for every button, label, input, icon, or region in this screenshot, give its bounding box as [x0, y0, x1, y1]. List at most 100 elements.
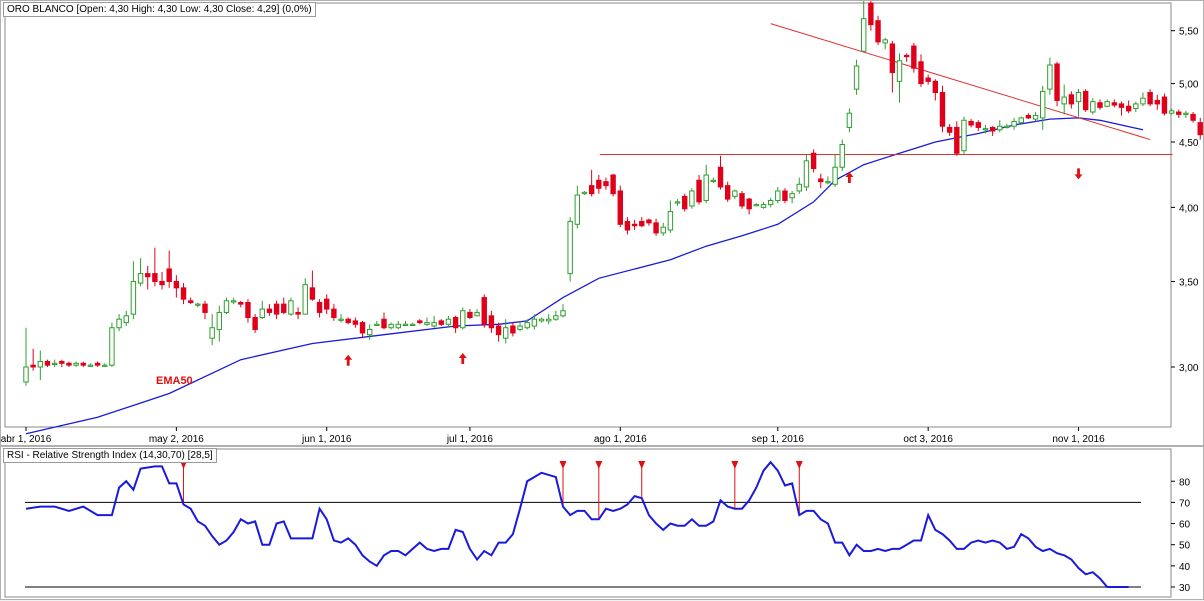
candle-body-up: [424, 322, 430, 325]
candle-body-up: [116, 318, 122, 329]
candle-body-down: [331, 308, 337, 318]
rsi-sell-marker-icon: [595, 461, 603, 469]
candle-body-down: [746, 198, 752, 210]
rsi-line: [25, 460, 1129, 588]
candle-body-up: [775, 190, 781, 201]
candle-body-down: [631, 223, 638, 227]
buy-arrow-icon: [845, 171, 854, 183]
candle-body-up: [882, 39, 888, 44]
x-tick-label: ago 1, 2016: [594, 434, 647, 445]
candle-body-down: [868, 2, 874, 26]
candle-body-down: [94, 362, 101, 366]
candle-body-down: [918, 61, 924, 85]
candle-body-up: [825, 181, 831, 184]
candle-body-down: [717, 166, 724, 188]
candle-body-down: [975, 122, 981, 128]
candle-body-up: [703, 174, 709, 201]
candle-body-up: [1018, 117, 1024, 124]
rsi-sell-marker-icon: [559, 461, 567, 469]
candle-body-down: [145, 273, 151, 278]
rsi-sell-marker-icon: [180, 461, 188, 469]
candle-body-down: [1068, 94, 1075, 105]
candle-body-up: [302, 284, 308, 315]
candle-body-up: [1140, 97, 1146, 105]
y-tick-label: 5,00: [1179, 80, 1199, 91]
candle-body-up: [123, 315, 129, 324]
candle-body-down: [1097, 102, 1103, 108]
candle-body-up: [109, 327, 115, 366]
candle-body-down: [324, 298, 330, 310]
candle-body-down: [80, 362, 86, 366]
candle-body-up: [395, 323, 402, 329]
candle-body-down: [739, 193, 745, 207]
candle-body-up: [896, 60, 903, 82]
candle-body-down: [1147, 92, 1153, 105]
rsi-chart-panel[interactable]: RSI - Relative Strength Index (14,30,70)…: [0, 446, 1204, 600]
rsi-sell-marker-icon: [795, 461, 803, 469]
candle-body-down: [166, 268, 172, 282]
x-tick-label: sep 1, 2016: [752, 434, 805, 445]
candle-body-up: [524, 322, 530, 329]
candle-body-down: [596, 179, 602, 189]
candle-body-up: [789, 193, 795, 199]
candle-body-down: [682, 195, 688, 210]
candle-body-down: [245, 301, 251, 318]
candle-body-down: [510, 325, 516, 334]
candle-body-down: [1054, 63, 1060, 101]
price-chart-svg[interactable]: 3,00 3,50 4,00 4,50 5,00 5,50 abr 1, 2016 may 2…: [1, 1, 1204, 447]
x-tick-label: abr 1, 2016: [1, 434, 52, 445]
price-chart-title: ORO BLANCO [Open: 4,30 High: 4,30 Low: 4…: [3, 2, 316, 17]
rsi-chart-svg[interactable]: 30 40 50 60 70 80: [1, 447, 1204, 601]
candle-body-up: [997, 125, 1003, 131]
y-tick-label: 4,50: [1179, 138, 1199, 149]
candle-body-down: [653, 222, 659, 234]
candle-body-up: [388, 323, 394, 329]
candle-body-down: [1154, 99, 1160, 105]
rsi-y-tick-label: 60: [1179, 520, 1191, 531]
candle-body-down: [252, 316, 258, 330]
resistance-trendline: [770, 23, 1151, 141]
x-tick-label: nov 1, 2016: [1052, 434, 1105, 445]
rsi-sell-marker-icon: [638, 461, 646, 469]
rsi-sell-marker-icon: [731, 461, 739, 469]
candle-body-down: [417, 320, 423, 324]
candle-body-up: [982, 128, 989, 131]
candle-body-down: [617, 190, 623, 225]
candle-body-up: [732, 190, 738, 197]
candle-body-down: [889, 43, 896, 74]
candle-body-up: [374, 323, 380, 326]
candle-body-down: [1190, 113, 1196, 121]
candle-body-up: [503, 327, 509, 339]
rsi-chart-title: RSI - Relative Strength Index (14,30,70)…: [3, 448, 217, 463]
candle-body-down: [989, 126, 996, 132]
candle-body-down: [316, 301, 323, 313]
buy-arrow-icon: [458, 353, 467, 365]
candle-body-up: [760, 204, 767, 208]
rsi-plot-area: [4, 448, 1172, 598]
candle-body-up: [37, 360, 44, 368]
x-tick-label: may 2, 2016: [149, 434, 204, 445]
candle-body-down: [187, 300, 194, 303]
x-tick-label: oct 3, 2016: [903, 434, 953, 445]
candle-body-up: [531, 318, 538, 327]
candle-body-up: [574, 194, 581, 225]
price-chart-panel[interactable]: ORO BLANCO [Open: 4,30 High: 4,30 Low: 4…: [0, 0, 1204, 446]
candle-body-up: [853, 65, 860, 90]
candle-body-down: [59, 360, 65, 364]
sell-arrow-icon: [1074, 168, 1083, 180]
candle-body-down: [932, 80, 939, 94]
candle-body-up: [1004, 125, 1010, 128]
candle-body-up: [1032, 115, 1039, 120]
candle-body-up: [839, 143, 845, 168]
candle-body-down: [1111, 102, 1118, 106]
candle-body-down: [152, 273, 158, 282]
candle-body-down: [173, 280, 180, 289]
candle-body-down: [875, 20, 881, 43]
candle-body-down: [925, 77, 931, 82]
candle-body-up: [259, 308, 265, 318]
candle-body-up: [102, 364, 108, 367]
ema50-label: EMA50: [156, 375, 193, 387]
candle-body-down: [903, 54, 910, 58]
candle-body-down: [202, 303, 208, 313]
candle-body-up: [545, 318, 552, 322]
